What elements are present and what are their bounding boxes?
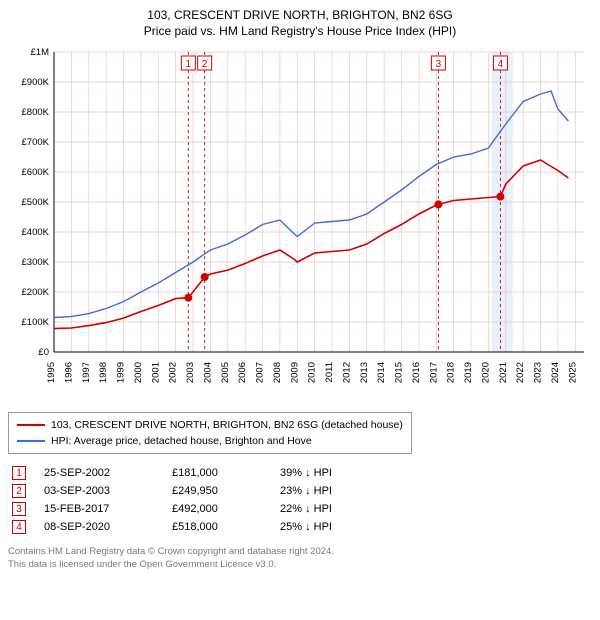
svg-text:2: 2 xyxy=(202,59,208,70)
legend-label: 103, CRESCENT DRIVE NORTH, BRIGHTON, BN2… xyxy=(51,419,403,431)
svg-text:2002: 2002 xyxy=(168,362,179,383)
legend-label: HPI: Average price, detached house, Brig… xyxy=(51,435,312,447)
svg-text:2023: 2023 xyxy=(533,362,544,383)
svg-text:4: 4 xyxy=(498,59,504,70)
svg-text:2010: 2010 xyxy=(307,362,318,383)
svg-text:£600K: £600K xyxy=(22,167,50,178)
svg-text:£200K: £200K xyxy=(22,287,50,298)
svg-text:1: 1 xyxy=(186,59,192,70)
footnote: Contains HM Land Registry data © Crown c… xyxy=(8,546,592,572)
chart-title-block: 103, CRESCENT DRIVE NORTH, BRIGHTON, BN2… xyxy=(8,8,592,38)
footnote-line: Contains HM Land Registry data © Crown c… xyxy=(8,546,592,559)
svg-text:2020: 2020 xyxy=(480,362,491,383)
svg-text:2013: 2013 xyxy=(359,362,370,383)
legend-swatch xyxy=(17,424,45,426)
svg-text:2006: 2006 xyxy=(237,362,248,383)
svg-text:£100K: £100K xyxy=(22,317,50,328)
svg-text:2008: 2008 xyxy=(272,362,283,383)
svg-text:£800K: £800K xyxy=(22,107,50,118)
svg-text:2024: 2024 xyxy=(550,362,561,383)
tx-diff: 22% ↓ HPI xyxy=(280,503,370,515)
price-chart: £0 £100K £200K £300K £400K £500K £600K £700K £80… xyxy=(8,44,592,404)
svg-text:2018: 2018 xyxy=(446,362,457,383)
legend-item: HPI: Average price, detached house, Brig… xyxy=(17,435,403,447)
tx-price: £518,000 xyxy=(172,521,262,533)
table-row: 2 03-SEP-2003 £249,950 23% ↓ HPI xyxy=(8,482,592,500)
chart-svg: £0 £100K £200K £300K £400K £500K £600K £700K £80… xyxy=(8,44,592,404)
svg-text:1999: 1999 xyxy=(116,362,127,383)
svg-text:2025: 2025 xyxy=(567,362,578,383)
table-row: 3 15-FEB-2017 £492,000 22% ↓ HPI xyxy=(8,500,592,518)
tx-price: £181,000 xyxy=(172,467,262,479)
svg-text:2021: 2021 xyxy=(498,362,509,383)
tx-diff: 39% ↓ HPI xyxy=(280,467,370,479)
transactions-table: 1 25-SEP-2002 £181,000 39% ↓ HPI 2 03-SE… xyxy=(8,464,592,536)
legend: 103, CRESCENT DRIVE NORTH, BRIGHTON, BN2… xyxy=(8,412,412,454)
svg-text:2016: 2016 xyxy=(411,362,422,383)
tx-date: 03-SEP-2003 xyxy=(44,485,154,497)
svg-text:2009: 2009 xyxy=(289,362,300,383)
svg-text:2011: 2011 xyxy=(324,362,335,382)
tx-marker: 4 xyxy=(12,520,26,534)
svg-text:£700K: £700K xyxy=(22,137,50,148)
svg-text:2005: 2005 xyxy=(220,362,231,383)
svg-text:£500K: £500K xyxy=(22,197,50,208)
svg-text:1996: 1996 xyxy=(63,362,74,383)
tx-marker: 3 xyxy=(12,502,26,516)
tx-price: £249,950 xyxy=(172,485,262,497)
tx-date: 08-SEP-2020 xyxy=(44,521,154,533)
svg-text:2017: 2017 xyxy=(428,362,439,383)
svg-text:2019: 2019 xyxy=(463,362,474,383)
tx-date: 15-FEB-2017 xyxy=(44,503,154,515)
svg-text:2003: 2003 xyxy=(185,362,196,383)
svg-text:2015: 2015 xyxy=(394,362,405,383)
table-row: 4 08-SEP-2020 £518,000 25% ↓ HPI xyxy=(8,518,592,536)
svg-text:2001: 2001 xyxy=(150,362,161,383)
tx-diff: 23% ↓ HPI xyxy=(280,485,370,497)
svg-text:£400K: £400K xyxy=(22,227,50,238)
svg-text:2014: 2014 xyxy=(376,362,387,383)
tx-marker: 1 xyxy=(12,466,26,480)
svg-text:£0: £0 xyxy=(38,347,49,358)
svg-text:2007: 2007 xyxy=(255,362,266,383)
svg-text:£300K: £300K xyxy=(22,257,50,268)
title-line-2: Price paid vs. HM Land Registry's House … xyxy=(8,24,592,38)
svg-text:1997: 1997 xyxy=(81,362,92,383)
svg-text:£1M: £1M xyxy=(31,47,50,58)
svg-text:2022: 2022 xyxy=(515,362,526,383)
tx-marker: 2 xyxy=(12,484,26,498)
svg-text:1998: 1998 xyxy=(98,362,109,383)
svg-text:2000: 2000 xyxy=(133,362,144,383)
tx-price: £492,000 xyxy=(172,503,262,515)
svg-text:2004: 2004 xyxy=(202,362,213,383)
title-line-1: 103, CRESCENT DRIVE NORTH, BRIGHTON, BN2… xyxy=(8,8,592,22)
svg-text:1995: 1995 xyxy=(46,362,57,383)
svg-text:3: 3 xyxy=(436,59,442,70)
legend-swatch xyxy=(17,440,45,442)
footnote-line: This data is licensed under the Open Gov… xyxy=(8,559,592,572)
table-row: 1 25-SEP-2002 £181,000 39% ↓ HPI xyxy=(8,464,592,482)
legend-item: 103, CRESCENT DRIVE NORTH, BRIGHTON, BN2… xyxy=(17,419,403,431)
tx-diff: 25% ↓ HPI xyxy=(280,521,370,533)
svg-text:2012: 2012 xyxy=(341,362,352,383)
svg-text:£900K: £900K xyxy=(22,77,50,88)
tx-date: 25-SEP-2002 xyxy=(44,467,154,479)
